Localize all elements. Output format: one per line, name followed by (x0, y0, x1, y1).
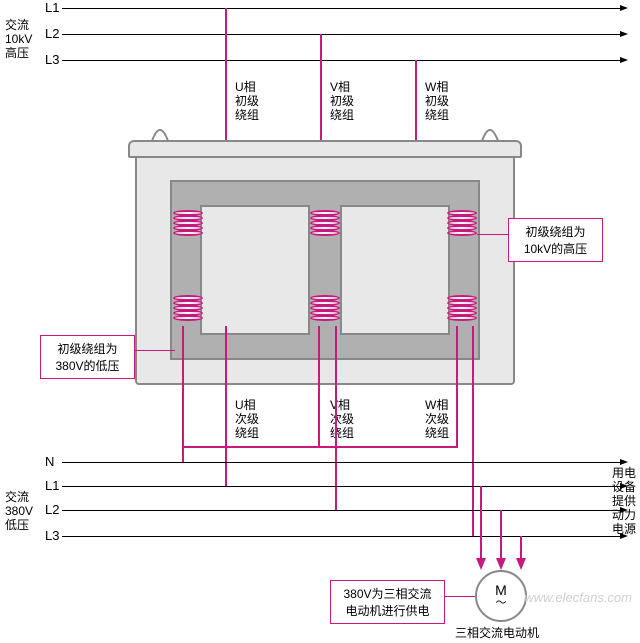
sec-u-left (182, 326, 184, 446)
sec-v-right (335, 326, 337, 510)
core-window-left (200, 205, 310, 335)
lifting-eye-right (480, 125, 500, 143)
secondary-v-label: V相 次级 绕组 (330, 398, 354, 440)
lv-n (62, 462, 622, 463)
hv-line-l2-label: L2 (45, 26, 59, 41)
lv-n-arrow (620, 459, 628, 465)
lv-l2-label: L2 (45, 502, 59, 517)
lv-l3 (62, 536, 622, 537)
core-window-right (340, 205, 450, 335)
callout-motor: 380V为三相交流 电动机进行供电 (330, 580, 445, 624)
callout-primary-leader (477, 234, 509, 235)
primary-coil-w (447, 210, 477, 235)
hv-line-l1 (62, 8, 622, 9)
motor-drop-2 (500, 510, 502, 565)
hv-l1-arrow (620, 5, 628, 11)
hv-line-l1-label: L1 (45, 0, 59, 15)
secondary-u-label: U相 次级 绕组 (235, 398, 259, 440)
secondary-w-label: W相 次级 绕组 (425, 398, 449, 440)
secondary-coil-v (310, 295, 340, 320)
primary-w-label: W相 初级 绕组 (425, 80, 449, 122)
lv-n-label: N (45, 454, 54, 469)
callout-secondary-leader (135, 350, 175, 351)
primary-coil-u (173, 210, 203, 235)
primary-v-label: V相 初级 绕组 (330, 80, 354, 122)
lv-group-label: 交流 380V 低压 (5, 490, 33, 532)
lifting-eye-left (150, 125, 170, 143)
watermark: www.elecfans.com (524, 590, 632, 605)
lv-l1 (62, 486, 622, 487)
motor-symbol: M ～ (475, 570, 527, 622)
secondary-coil-u (173, 295, 203, 320)
hv-l2-arrow (620, 31, 628, 37)
lv-l3-label: L3 (45, 528, 59, 543)
hv-group-label: 交流 10kV 高压 (5, 18, 32, 60)
motor-arrow-1 (476, 558, 486, 570)
hv-group-l3: 高压 (5, 46, 32, 60)
motor-label: 三相交流电动机 (455, 626, 539, 640)
transformer-lid (128, 140, 522, 158)
primary-u-label: U相 初级 绕组 (235, 80, 259, 122)
neutral-drop (182, 446, 184, 462)
sec-w-right (472, 326, 474, 536)
neutral-join (182, 446, 458, 448)
callout-primary: 初级绕组为 10kV的高压 (508, 218, 603, 262)
hv-line-l3-label: L3 (45, 52, 59, 67)
hv-line-l2 (62, 34, 622, 35)
lv-l2 (62, 510, 622, 511)
sec-w-left (456, 326, 458, 446)
callout-secondary: 初级绕组为 380V的低压 (40, 335, 135, 379)
hv-group-l2: 10kV (5, 32, 32, 46)
callout-motor-leader (445, 596, 475, 597)
motor-drop-1 (480, 486, 482, 561)
secondary-coil-w (447, 295, 477, 320)
hv-group-l1: 交流 (5, 18, 32, 32)
hv-l3-arrow (620, 57, 628, 63)
motor-arrow-2 (496, 558, 506, 570)
hv-line-l3 (62, 60, 622, 61)
lv-right-label: 用电 设备 提供 动力 电源 (612, 466, 636, 536)
motor-wave: ～ (496, 594, 507, 610)
sec-v-left (318, 326, 320, 446)
primary-coil-v (310, 210, 340, 235)
lv-l1-label: L1 (45, 478, 59, 493)
motor-arrow-3 (516, 558, 526, 570)
